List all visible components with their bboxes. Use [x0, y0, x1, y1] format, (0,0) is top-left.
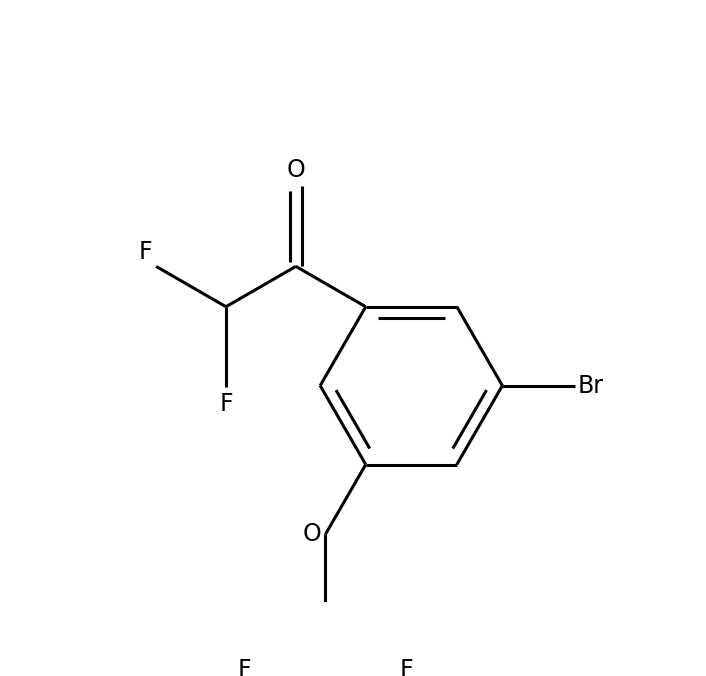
Text: F: F	[138, 240, 152, 264]
Text: F: F	[400, 658, 413, 676]
Text: O: O	[302, 523, 321, 546]
Text: F: F	[238, 658, 251, 676]
Text: Br: Br	[578, 374, 604, 397]
Text: O: O	[287, 158, 305, 182]
Text: F: F	[219, 391, 233, 416]
